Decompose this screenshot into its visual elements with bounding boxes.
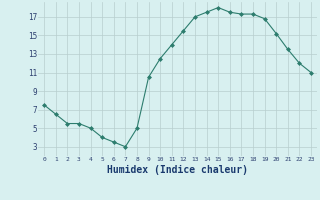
X-axis label: Humidex (Indice chaleur): Humidex (Indice chaleur)	[107, 165, 248, 175]
